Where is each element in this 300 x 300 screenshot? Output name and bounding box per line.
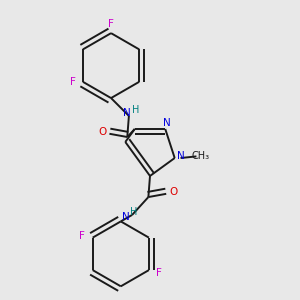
Text: H: H [132, 105, 140, 115]
Text: O: O [169, 187, 178, 197]
Text: F: F [156, 268, 162, 278]
Text: H: H [130, 207, 137, 217]
Text: F: F [80, 231, 85, 241]
Text: F: F [70, 77, 76, 87]
Text: F: F [108, 19, 114, 29]
Text: N: N [163, 118, 171, 128]
Text: N: N [177, 152, 184, 161]
Text: O: O [98, 127, 106, 137]
Text: N: N [123, 108, 131, 118]
Text: CH₃: CH₃ [192, 152, 210, 161]
Text: N: N [122, 212, 130, 221]
